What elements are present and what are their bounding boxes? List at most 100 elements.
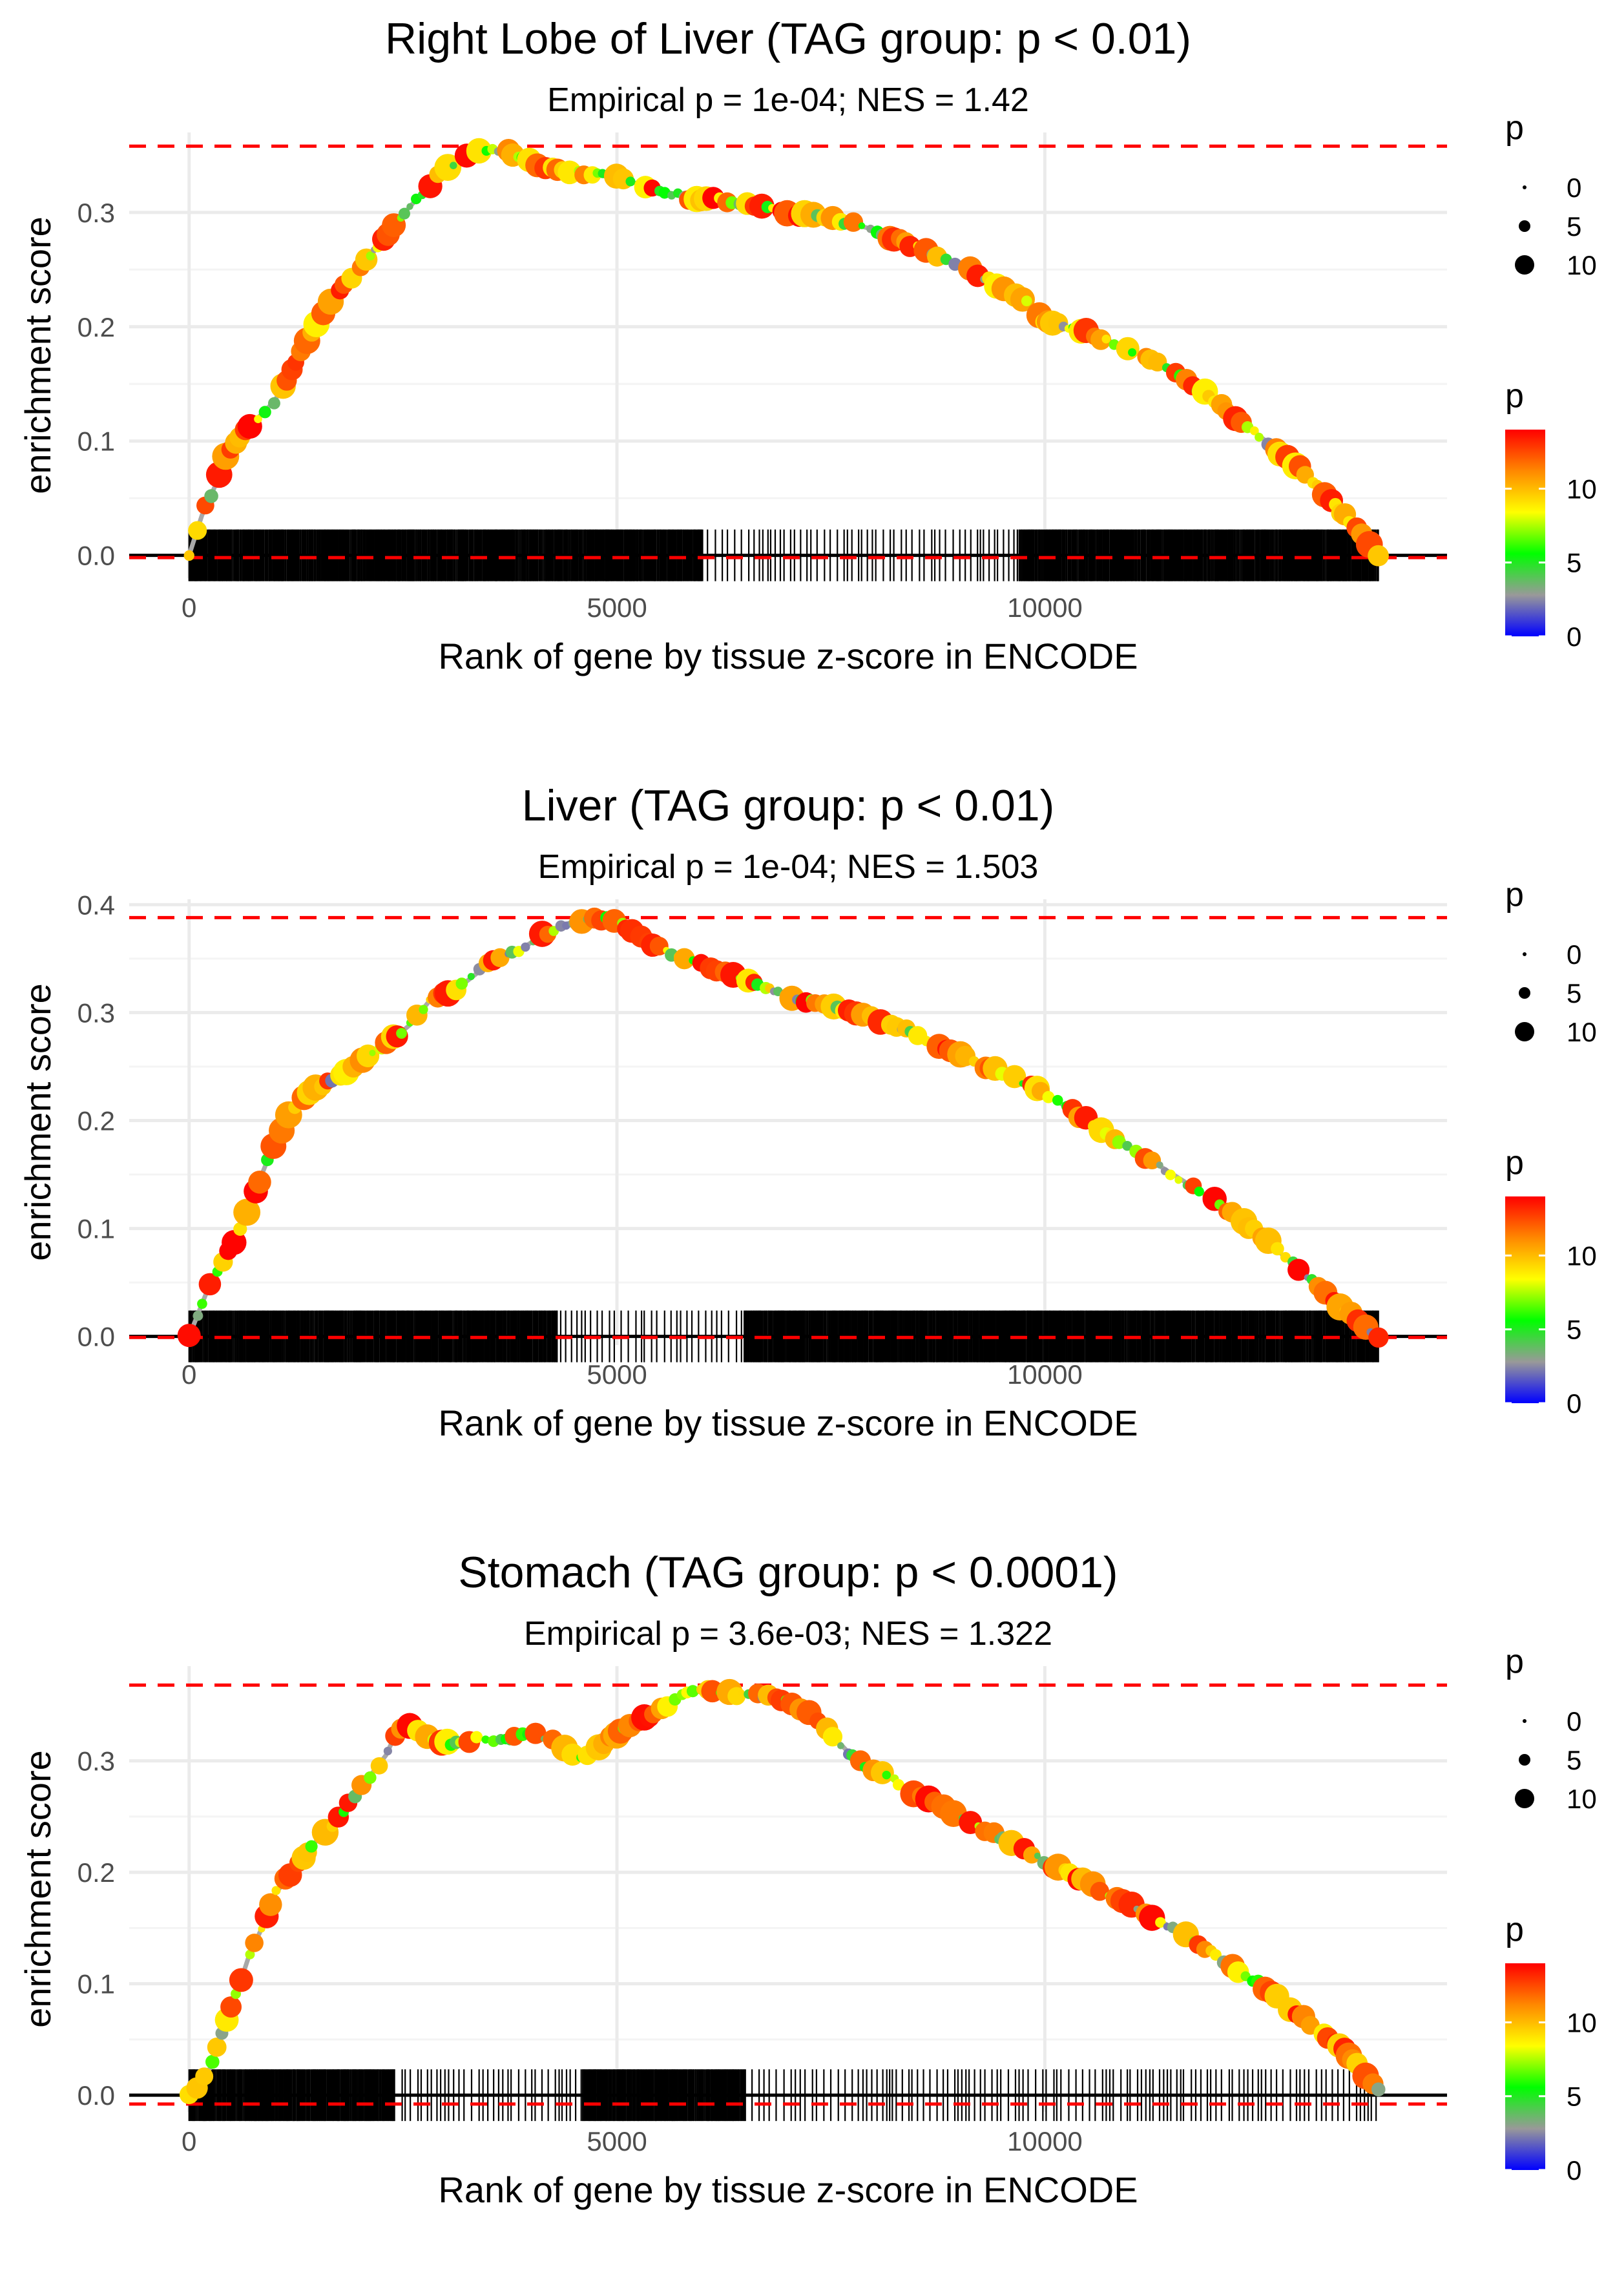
size-legend-key	[1515, 1022, 1534, 1041]
y-axis-title: enrichment score	[17, 983, 58, 1261]
color-legend-label: 0	[1567, 621, 1581, 652]
es-point	[245, 1934, 264, 1952]
es-point	[366, 251, 375, 261]
es-point	[1368, 1327, 1389, 1348]
size-legend-key	[1515, 1789, 1534, 1808]
es-point	[220, 1996, 242, 2018]
chart-subtitle: Empirical p = 3.6e-03; NES = 1.322	[524, 1615, 1052, 1653]
es-point	[207, 2037, 227, 2057]
es-point	[562, 921, 570, 930]
es-point	[233, 1222, 247, 1236]
chart-subtitle: Empirical p = 1e-04; NES = 1.42	[547, 81, 1029, 119]
es-point	[1174, 1176, 1183, 1184]
es-point	[267, 397, 280, 410]
x-tick-label: 10000	[1007, 592, 1083, 623]
size-legend-key	[1515, 255, 1534, 275]
x-tick-label: 0	[182, 592, 196, 623]
y-tick-label: 0.0	[78, 2080, 115, 2111]
chart-panel-liver: Liver (TAG group: p < 0.01) Empirical p =…	[0, 767, 1615, 1529]
es-point	[1128, 348, 1137, 357]
y-tick-label: 0.1	[78, 1969, 115, 1999]
y-tick-label: 0.0	[78, 1322, 115, 1352]
es-point	[686, 1685, 699, 1698]
es-point	[197, 1299, 207, 1309]
size-legend-label: 10	[1567, 1784, 1597, 1814]
es-point	[383, 1746, 392, 1756]
es-point	[364, 1771, 377, 1784]
es-point	[470, 1731, 483, 1744]
size-legend-label: 10	[1567, 250, 1597, 280]
es-point	[1090, 329, 1112, 350]
color-legend-title: p	[1505, 1911, 1524, 1948]
y-tick-label: 0.1	[78, 426, 115, 457]
x-tick-label: 10000	[1007, 2126, 1083, 2156]
y-tick-label: 0.1	[78, 1214, 115, 1244]
x-tick-label: 5000	[587, 592, 647, 623]
y-axis-title: enrichment score	[17, 1750, 58, 2028]
es-point	[727, 1687, 746, 1706]
color-legend-label: 5	[1567, 2082, 1581, 2112]
size-legend-label: 0	[1567, 172, 1581, 203]
size-legend-key	[1523, 185, 1526, 189]
es-point	[198, 1273, 222, 1296]
es-point	[369, 1049, 376, 1056]
x-axis-title: Rank of gene by tissue z-score in ENCODE	[438, 1403, 1138, 1443]
es-point	[1368, 545, 1389, 567]
es-point	[222, 1230, 247, 1255]
es-point	[254, 415, 262, 424]
color-legend-title: p	[1505, 1144, 1524, 1182]
color-legend-title: p	[1505, 377, 1524, 415]
size-legend-key	[1519, 220, 1530, 232]
es-point	[1116, 337, 1140, 360]
chart-svg: Right Lobe of Liver (TAG group: p < 0.01…	[17, 14, 1597, 676]
es-point	[1156, 1161, 1163, 1169]
x-tick-label: 5000	[587, 1359, 647, 1390]
es-point	[258, 406, 271, 419]
size-legend-label: 0	[1567, 1706, 1581, 1737]
y-axis-title: enrichment score	[17, 216, 58, 494]
es-point	[870, 1761, 894, 1784]
size-legend-label: 5	[1567, 211, 1581, 242]
size-legend-label: 5	[1567, 978, 1581, 1008]
es-point	[305, 1840, 318, 1853]
es-point	[177, 1324, 201, 1348]
es-point	[892, 1779, 904, 1791]
color-legend-label: 10	[1567, 1240, 1597, 1271]
es-point	[1287, 1258, 1310, 1281]
x-tick-label: 0	[182, 1359, 196, 1390]
es-point	[1249, 426, 1259, 435]
es-point	[882, 1770, 891, 1780]
es-point	[1042, 1091, 1055, 1103]
es-point	[183, 550, 194, 561]
y-tick-label: 0.3	[78, 198, 115, 228]
y-tick-label: 0.3	[78, 1746, 115, 1777]
es-curve	[187, 1686, 1381, 2097]
es-point	[434, 154, 462, 181]
color-legend-label: 0	[1567, 2155, 1581, 2186]
es-point	[490, 948, 510, 968]
es-point	[738, 1689, 745, 1696]
color-legend-bar	[1505, 430, 1545, 636]
es-point	[1034, 1852, 1041, 1859]
es-point	[466, 138, 492, 164]
es-point	[1165, 1169, 1176, 1180]
es-point	[229, 1968, 253, 1992]
es-point	[1023, 1846, 1041, 1864]
size-legend-title: p	[1505, 1643, 1524, 1680]
es-point	[449, 162, 457, 170]
es-point	[1255, 432, 1264, 442]
y-tick-label: 0.2	[78, 1105, 115, 1136]
es-point	[1194, 1186, 1204, 1196]
size-legend-label: 10	[1567, 1017, 1597, 1047]
x-axis-title: Rank of gene by tissue z-score in ENCODE	[438, 636, 1138, 676]
size-legend-label: 0	[1567, 939, 1581, 970]
y-tick-label: 0.0	[78, 541, 115, 571]
chart-panel-right-lobe-of-liver: Right Lobe of Liver (TAG group: p < 0.01…	[0, 0, 1615, 762]
es-point	[396, 1028, 407, 1039]
es-point	[673, 948, 695, 970]
es-point	[233, 1198, 261, 1226]
chart-svg: Liver (TAG group: p < 0.01) Empirical p =…	[17, 781, 1597, 1443]
es-point	[195, 2067, 214, 2086]
color-legend-label: 5	[1567, 1315, 1581, 1345]
es-point	[205, 2054, 220, 2069]
